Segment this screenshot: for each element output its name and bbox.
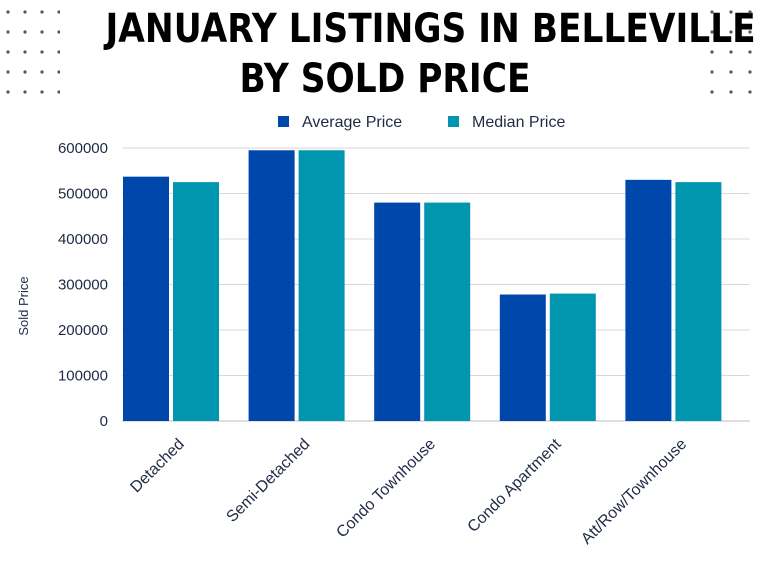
decorative-dot [6, 30, 10, 34]
y-tick-label: 600000 [58, 140, 108, 157]
y-tick-label: 100000 [58, 368, 108, 385]
decorative-dot [710, 30, 714, 34]
decorative-dot [729, 10, 733, 14]
chart-title-line-1: JANUARY LISTINGS IN BELLEVILLE [105, 6, 756, 52]
x-tick-label: Att/Row/Townhouse [578, 436, 690, 548]
y-tick-label: 200000 [58, 322, 108, 339]
decorative-dot [57, 90, 60, 94]
legend-label-average: Average Price [302, 114, 402, 131]
decorative-dot [23, 70, 27, 74]
x-tick-label: Semi-Detached [223, 436, 313, 526]
decorative-dot [710, 50, 714, 54]
y-tick-label: 0 [100, 413, 108, 430]
decorative-dot [748, 10, 752, 14]
decorative-dot [40, 50, 44, 54]
bar-median-condo-townhouse [424, 202, 471, 421]
decorative-dot [729, 70, 733, 74]
y-axis-title: Sold Price [16, 276, 31, 335]
chart-title-line-2: BY SOLD PRICE [239, 56, 531, 102]
decorative-dot [748, 70, 752, 74]
decorative-dot-grid-left [6, 10, 60, 94]
decorative-dot [729, 90, 733, 94]
decorative-dot [57, 70, 60, 74]
legend-swatch-average [278, 116, 289, 127]
decorative-dot [710, 10, 714, 14]
decorative-dot [710, 70, 714, 74]
bar-average-att-row-townhouse [625, 179, 672, 421]
y-tick-label: 400000 [58, 231, 108, 248]
bar-median-condo-apartment [549, 293, 596, 421]
decorative-dot [6, 90, 10, 94]
x-tick-label: Condo Apartment [465, 435, 565, 535]
y-tick-label: 300000 [58, 277, 108, 294]
decorative-dot [40, 10, 44, 14]
decorative-dot [748, 30, 752, 34]
decorative-dot [748, 50, 752, 54]
decorative-dot [6, 10, 10, 14]
decorative-dot [6, 70, 10, 74]
bar-median-att-row-townhouse [675, 182, 722, 421]
decorative-dot [23, 10, 27, 14]
decorative-dot [57, 10, 60, 14]
bar-average-detached [123, 176, 169, 421]
chart-title: JANUARY LISTINGS IN BELLEVILLE BY SOLD P… [105, 4, 756, 104]
decorative-dot [40, 70, 44, 74]
decorative-dot [40, 30, 44, 34]
decorative-dot [23, 90, 27, 94]
decorative-dot-grid-right [710, 10, 752, 94]
bar-average-semi-detached [248, 150, 295, 421]
y-tick-label: 500000 [58, 186, 108, 203]
x-tick-label: Detached [127, 436, 187, 496]
bar-average-condo-apartment [499, 294, 546, 421]
decorative-dot [729, 30, 733, 34]
legend-label-median: Median Price [472, 114, 565, 131]
decorative-dot [40, 90, 44, 94]
decorative-dot [748, 90, 752, 94]
bar-average-condo-townhouse [374, 202, 421, 421]
decorative-dot [57, 30, 60, 34]
decorative-dot [23, 30, 27, 34]
decorative-dot [729, 50, 733, 54]
decorative-dot [23, 50, 27, 54]
decorative-dot [57, 50, 60, 54]
x-tick-label: Condo Townhouse [333, 436, 439, 542]
decorative-dot [710, 90, 714, 94]
bar-median-detached [173, 182, 219, 421]
bar-median-semi-detached [298, 150, 345, 421]
decorative-dot [6, 50, 10, 54]
legend-swatch-median [448, 116, 459, 127]
